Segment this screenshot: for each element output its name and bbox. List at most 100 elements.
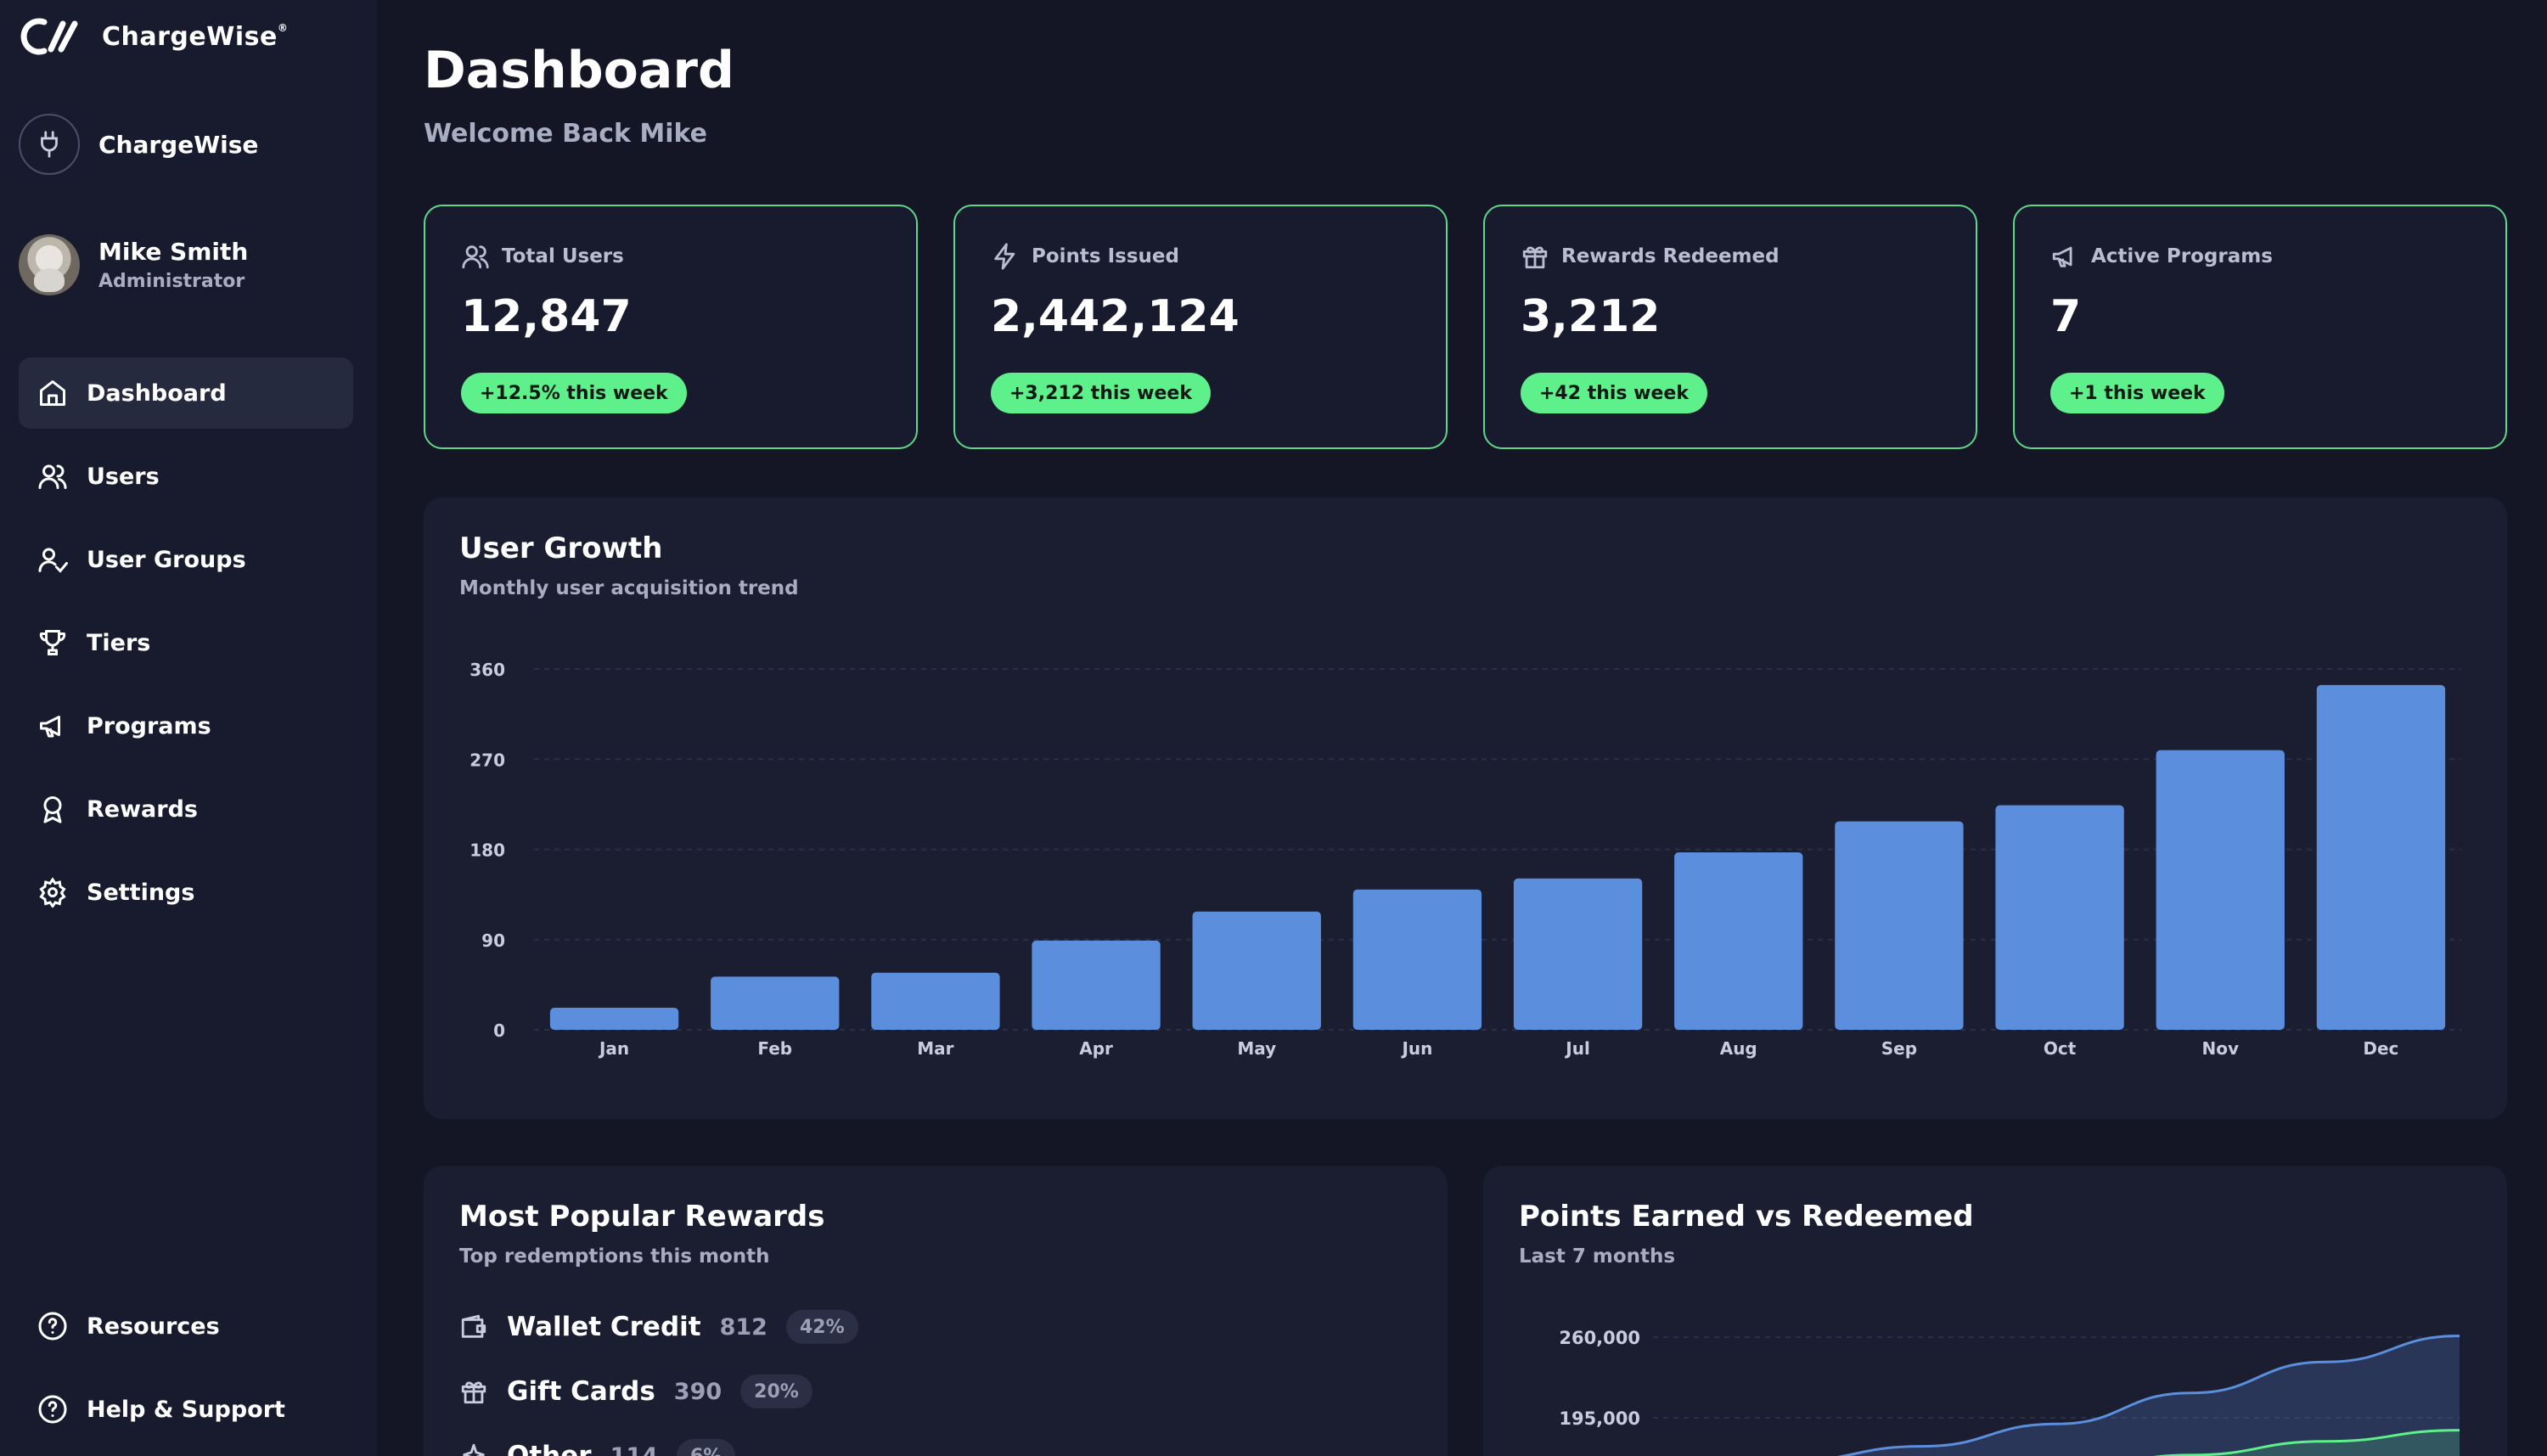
bar-jul — [1513, 878, 1643, 1030]
series-line-1 — [2152, 1429, 2460, 1456]
reward-item-other[interactable]: Other 114 6% — [459, 1439, 736, 1456]
y-tick-label: 90 — [481, 930, 505, 951]
reward-count: 812 — [719, 1313, 767, 1341]
sidebar-item-label: User Groups — [87, 546, 246, 573]
x-tick-label: Nov — [2201, 1038, 2239, 1059]
user-check-icon — [38, 548, 68, 573]
bar-dec — [2316, 684, 2446, 1030]
org-switcher[interactable]: ChargeWise — [19, 114, 258, 175]
sidebar-item-tiers[interactable]: Tiers — [19, 607, 353, 678]
card-title: User Growth — [459, 531, 663, 565]
sidebar-item-label: Rewards — [87, 795, 198, 823]
stat-card-total-users[interactable]: Total Users 12,847 +12.5% this week — [424, 205, 918, 449]
stat-badge: +1 this week — [2050, 373, 2224, 413]
stat-badge: +12.5% this week — [461, 373, 687, 413]
bar-nov — [2156, 750, 2285, 1030]
bar-oct — [1995, 805, 2124, 1030]
sidebar-item-help-support[interactable]: Help & Support — [19, 1374, 353, 1445]
y-tick-label: 260,000 — [1559, 1328, 1640, 1348]
users-icon — [38, 464, 67, 489]
sidebar-item-user-groups[interactable]: User Groups — [19, 524, 353, 595]
y-tick-label: 360 — [469, 660, 505, 680]
user-growth-chart: 0 90 180 270 360 Jan Feb Mar Apr May Jun Jul Aug Sep O… — [469, 660, 2461, 1059]
stat-value: 2,442,124 — [991, 291, 1240, 342]
x-tick-label: Oct — [2044, 1038, 2077, 1059]
gear-icon — [39, 877, 66, 908]
stat-card-active-programs[interactable]: Active Programs 7 +1 this week — [2013, 205, 2507, 449]
stat-badge: +3,212 this week — [991, 373, 1211, 413]
card-subtitle: Last 7 months — [1519, 1245, 1676, 1268]
sidebar-footer: Resources Help & Support — [19, 1290, 353, 1456]
home-icon — [40, 380, 65, 406]
user-growth-card: 0 90 180 270 360 Jan Feb Mar Apr May Jun Jul Aug Sep O… — [424, 498, 2507, 1119]
lightning-icon — [994, 243, 1015, 270]
card-title: Points Earned vs Redeemed — [1519, 1200, 1974, 1234]
page-subtitle: Welcome Back Mike — [424, 119, 708, 149]
bar-may — [1192, 911, 1321, 1030]
reward-name: Other — [507, 1441, 592, 1456]
y-tick-label: 195,000 — [1559, 1408, 1640, 1429]
x-tick-label: Jul — [1564, 1038, 1590, 1059]
stat-value: 3,212 — [1521, 291, 1661, 342]
x-tick-label: Jan — [598, 1038, 629, 1059]
brand-registered-mark: ® — [277, 21, 289, 34]
gift-icon — [461, 1381, 486, 1404]
users-icon — [462, 245, 489, 269]
help-circle-icon — [38, 1395, 67, 1424]
stat-card-points-issued[interactable]: Points Issued 2,442,124 +3,212 this week — [953, 205, 1448, 449]
sidebar-item-rewards[interactable]: Rewards — [19, 773, 353, 845]
user-profile[interactable]: Mike Smith Administrator — [19, 234, 248, 295]
user-role: Administrator — [98, 271, 245, 292]
reward-item-wallet-credit[interactable]: Wallet Credit 812 42% — [459, 1310, 858, 1344]
sidebar-nav: Dashboard Users User Groups Tiers Progra… — [19, 357, 353, 940]
reward-item-gift-cards[interactable]: Gift Cards 390 20% — [459, 1374, 812, 1408]
reward-count: 114 — [610, 1442, 658, 1456]
sidebar-item-settings[interactable]: Settings — [19, 857, 353, 928]
wallet-icon — [461, 1314, 486, 1338]
sidebar-item-users[interactable]: Users — [19, 441, 353, 512]
gift-icon — [1522, 246, 1548, 269]
bar-mar — [871, 972, 1000, 1030]
sidebar-item-programs[interactable]: Programs — [19, 690, 353, 762]
sidebar-item-label: Help & Support — [87, 1396, 285, 1423]
stat-label: Active Programs — [2091, 245, 2273, 267]
sidebar-item-label: Tiers — [87, 629, 151, 656]
megaphone-icon — [40, 716, 60, 738]
brand-logo[interactable]: ChargeWise® — [19, 15, 288, 58]
sidebar-item-label: Programs — [87, 712, 211, 739]
reward-count: 390 — [673, 1378, 722, 1405]
stat-label: Points Issued — [1032, 245, 1179, 267]
stat-value: 7 — [2050, 291, 2082, 342]
sidebar: ChargeWise® ChargeWise Mike Smith Admini… — [0, 0, 377, 1456]
avatar — [19, 234, 80, 295]
x-tick-label: Mar — [917, 1038, 953, 1059]
stat-label: Rewards Redeemed — [1561, 245, 1780, 267]
points-earned-redeemed-card: 195,000 260,000 Points Earned vs Redeemed… — [1483, 1166, 2507, 1456]
sidebar-item-resources[interactable]: Resources — [19, 1290, 353, 1362]
sidebar-item-label: Users — [87, 463, 160, 490]
brand-name: ChargeWise — [102, 21, 278, 52]
sidebar-item-dashboard[interactable]: Dashboard — [19, 357, 353, 429]
card-title: Most Popular Rewards — [459, 1200, 825, 1234]
x-tick-label: Aug — [1720, 1038, 1757, 1059]
reward-percent-badge: 6% — [676, 1439, 736, 1456]
user-name: Mike Smith — [98, 238, 249, 266]
x-tick-label: May — [1237, 1038, 1276, 1059]
card-subtitle: Top redemptions this month — [459, 1245, 770, 1268]
bar-jun — [1352, 889, 1482, 1030]
chargewise-logo-icon — [20, 18, 78, 55]
plug-icon — [19, 114, 80, 175]
trophy-icon — [39, 630, 66, 655]
help-circle-icon — [38, 1312, 67, 1341]
series-line-0 — [1837, 1335, 2460, 1456]
award-icon — [43, 796, 62, 824]
popular-rewards-card: Most Popular Rewards Top redemptions thi… — [424, 1166, 1448, 1456]
x-tick-label: Jun — [1400, 1038, 1432, 1059]
stat-card-rewards-redeemed[interactable]: Rewards Redeemed 3,212 +42 this week — [1483, 205, 1977, 449]
bar-apr — [1032, 940, 1161, 1030]
reward-name: Gift Cards — [507, 1376, 655, 1407]
reward-name: Wallet Credit — [507, 1312, 701, 1342]
sparkle-icon — [463, 1443, 485, 1456]
x-tick-label: Feb — [757, 1038, 792, 1059]
sidebar-item-label: Resources — [87, 1313, 220, 1340]
